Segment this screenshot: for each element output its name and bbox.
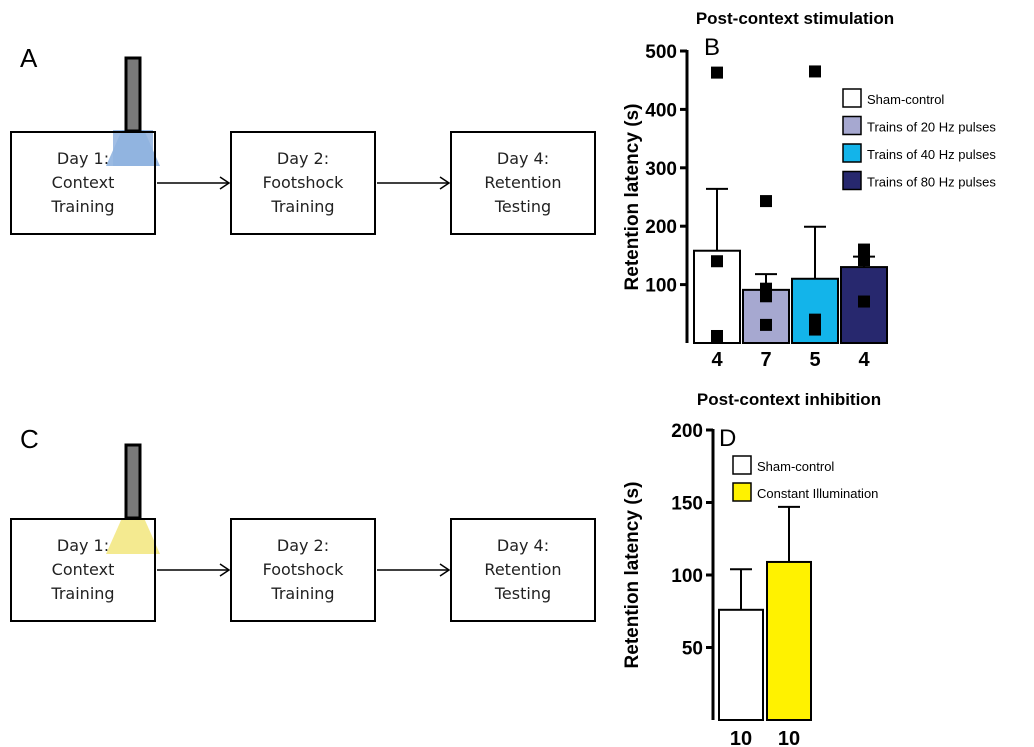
step-box-day1-a: Day 1: Context Training	[10, 131, 156, 235]
legend-swatch	[842, 88, 862, 108]
optic-fiber-c	[124, 443, 142, 520]
step-line: Retention	[484, 560, 562, 579]
legend-label: Sham-control	[867, 92, 944, 107]
chart-title: Post-context inhibition	[697, 390, 881, 409]
arrowhead-c-2	[439, 563, 451, 577]
x-category-label: 5	[809, 349, 820, 371]
legend-swatch	[732, 455, 752, 475]
step-box-day4-c: Day 4: Retention Testing	[450, 518, 596, 622]
step-line: Context	[51, 173, 115, 192]
data-point	[760, 290, 772, 303]
step-line: Day 1:	[56, 536, 110, 555]
legend-swatch	[732, 482, 752, 502]
panel-letter-b: B	[704, 34, 720, 61]
step-box-day4-a: Day 4: Retention Testing	[450, 131, 596, 235]
y-tick-label: 200	[671, 421, 703, 442]
y-tick-label: 300	[645, 159, 677, 180]
bar-4	[840, 266, 888, 344]
y-tick-label: 100	[645, 276, 677, 297]
data-point	[711, 329, 723, 342]
y-tick-label: 100	[671, 566, 703, 587]
panel-letter-c: C	[20, 424, 39, 454]
step-line: Training	[271, 584, 335, 603]
arrowhead-a-1	[219, 176, 231, 190]
bar-2	[742, 288, 790, 344]
step-line: Training	[271, 197, 335, 216]
panel-c-diagram-art	[106, 443, 451, 577]
data-point	[809, 65, 821, 78]
data-point	[711, 255, 723, 268]
panel-letter-a: A	[20, 43, 38, 73]
bar-1	[718, 608, 764, 721]
bar-2	[766, 560, 812, 722]
step-box-day2-a: Day 2: Footshock Training	[230, 131, 376, 235]
step-line: Footshock	[262, 560, 344, 579]
step-line: Day 1:	[56, 149, 110, 168]
y-axis-label: Retention latency (s)	[622, 482, 643, 669]
y-tick-label: 500	[645, 42, 677, 63]
data-point	[760, 195, 772, 208]
step-box-day2-c: Day 2: Footshock Training	[230, 518, 376, 622]
step-line: Retention	[484, 173, 562, 192]
y-tick-label: 150	[671, 494, 703, 515]
legend-label: Constant Illumination	[757, 486, 878, 501]
y-tick-label: 200	[645, 217, 677, 238]
bar-3	[791, 277, 839, 345]
arrowhead-c-1	[219, 563, 231, 577]
legend-label: Sham-control	[757, 459, 834, 474]
step-line: Testing	[494, 584, 552, 603]
step-line: Training	[51, 197, 115, 216]
step-box-day1-c: Day 1: Context Training	[10, 518, 156, 622]
optic-fiber-a	[124, 56, 142, 133]
legend-label: Trains of 80 Hz pulses	[867, 175, 996, 190]
legend-label: Trains of 20 Hz pulses	[867, 120, 996, 135]
step-line: Day 4:	[496, 149, 550, 168]
data-point	[711, 66, 723, 79]
step-line: Training	[51, 584, 115, 603]
step-line: Footshock	[262, 173, 344, 192]
data-point	[858, 295, 870, 308]
legend-label: Trains of 40 Hz pulses	[867, 147, 996, 162]
legend-swatch	[842, 143, 862, 163]
step-line: Day 2:	[276, 149, 330, 168]
step-line: Day 2:	[276, 536, 330, 555]
data-point	[809, 313, 821, 326]
x-category-label: 7	[760, 349, 771, 371]
step-line: Context	[51, 560, 115, 579]
light-cone-a-shape	[106, 130, 160, 166]
y-tick-label: 400	[645, 100, 677, 121]
arrowhead-a-2	[439, 176, 451, 190]
light-cone-c-shape	[106, 518, 160, 554]
legend-swatch	[842, 115, 862, 136]
data-point	[858, 243, 870, 256]
step-line: Testing	[494, 197, 552, 216]
panel-letter-d: D	[719, 425, 736, 452]
data-point	[858, 254, 870, 267]
step-line: Day 4:	[496, 536, 550, 555]
chart-title: Post-context stimulation	[696, 9, 894, 28]
y-axis-label: Retention latency (s)	[622, 104, 643, 291]
x-category-label: 10	[778, 728, 800, 747]
bar-1	[693, 249, 741, 344]
legend-swatch	[842, 170, 862, 191]
data-point	[809, 323, 821, 336]
panel-a-diagram-art	[106, 56, 451, 190]
data-point	[760, 318, 772, 331]
y-tick-label: 50	[682, 639, 703, 660]
x-category-label: 10	[730, 728, 752, 747]
data-point	[760, 282, 772, 295]
x-category-label: 4	[711, 349, 723, 371]
x-category-label: 4	[858, 349, 870, 371]
